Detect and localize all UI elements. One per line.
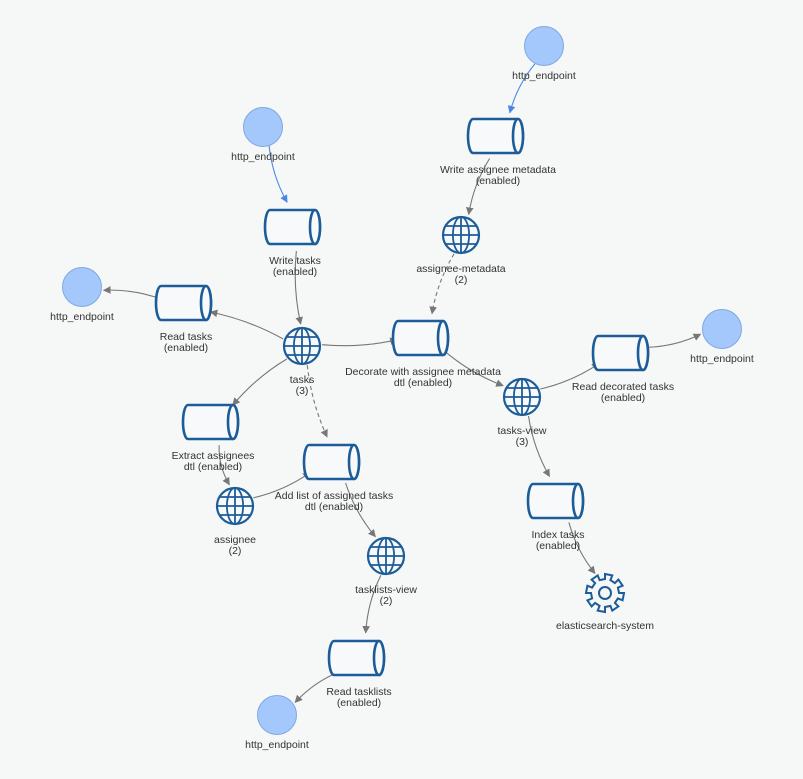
edge-extract_assignees-to-assignee bbox=[218, 445, 230, 486]
node-status: (enabled) bbox=[476, 175, 520, 187]
edge-write_tasks-to-tasks bbox=[294, 250, 303, 325]
stream-globe-icon bbox=[215, 486, 255, 526]
node-count: (2) bbox=[455, 274, 468, 286]
stream-globe-icon bbox=[282, 326, 322, 366]
node-label: http_endpoint bbox=[690, 353, 754, 365]
topic-cylinder-icon bbox=[302, 443, 361, 481]
edge-read_decorated-to-ep_read_decorated bbox=[646, 333, 702, 348]
node-tasks[interactable]: tasks(3) bbox=[282, 326, 322, 397]
node-label: assignee bbox=[214, 534, 256, 546]
edge-decorate-to-tasks_view bbox=[443, 349, 504, 387]
stream-globe-icon bbox=[502, 377, 542, 417]
endpoint-circle-icon bbox=[702, 309, 742, 349]
node-label: http_endpoint bbox=[512, 70, 576, 82]
edge-read_tasks-to-ep_read_tasks bbox=[102, 286, 163, 300]
node-label: Write assignee metadata bbox=[440, 164, 556, 176]
node-label: Read decorated tasks bbox=[572, 381, 674, 393]
edge-layer bbox=[102, 63, 702, 703]
node-label: Read tasks bbox=[160, 331, 213, 343]
edge-tasks-to-read_tasks bbox=[209, 309, 284, 340]
node-read_tasklists[interactable]: Read tasklists(enabled) bbox=[326, 639, 392, 709]
node-label: Add list of assigned tasks bbox=[275, 490, 393, 502]
topic-cylinder-icon bbox=[591, 334, 650, 372]
node-status: (enabled) bbox=[536, 540, 580, 552]
edge-tasks_view-to-index_tasks bbox=[527, 415, 550, 478]
node-label: http_endpoint bbox=[245, 739, 309, 751]
node-label: Decorate with assignee metadata bbox=[345, 366, 501, 378]
edge-ep_top_right_upper-to-write_assignee_metadata bbox=[507, 63, 536, 114]
node-label: assignee-metadata bbox=[416, 263, 505, 275]
node-ep_read_tasklists[interactable]: http_endpoint bbox=[245, 695, 309, 752]
node-ep_read_tasks[interactable]: http_endpoint bbox=[50, 267, 114, 324]
edge-ep_write_tasks-to-write_tasks bbox=[268, 145, 288, 203]
node-count: (3) bbox=[296, 385, 309, 397]
node-label: tasks bbox=[290, 374, 315, 386]
node-count: (3) bbox=[516, 436, 529, 448]
node-count: (2) bbox=[229, 545, 242, 557]
stream-globe-icon bbox=[441, 215, 481, 255]
node-label: Extract assignees bbox=[172, 450, 255, 462]
node-status: (enabled) bbox=[273, 266, 317, 278]
edge-tasks-to-add_list bbox=[306, 365, 328, 438]
node-status: dtl (enabled) bbox=[184, 461, 242, 473]
topic-cylinder-icon bbox=[263, 208, 322, 246]
topic-cylinder-icon bbox=[526, 482, 585, 520]
node-ep_top_right_upper[interactable]: http_endpoint bbox=[512, 26, 576, 83]
node-index_tasks[interactable]: Index tasks(enabled) bbox=[526, 482, 585, 552]
node-tasks_view[interactable]: tasks-view(3) bbox=[497, 377, 547, 448]
edge-tasklists_view-to-read_tasklists bbox=[362, 575, 382, 634]
node-status: (enabled) bbox=[164, 342, 208, 354]
node-write_assignee_metadata[interactable]: Write assignee metadata(enabled) bbox=[440, 117, 556, 187]
edge-index_tasks-to-elasticsearch_system bbox=[568, 522, 596, 574]
endpoint-circle-icon bbox=[62, 267, 102, 307]
node-ep_read_decorated[interactable]: http_endpoint bbox=[690, 309, 754, 366]
node-label: Write tasks bbox=[269, 255, 321, 267]
node-label: tasks-view bbox=[497, 425, 546, 437]
node-status: dtl (enabled) bbox=[305, 501, 363, 513]
edge-tasks-to-decorate bbox=[321, 337, 398, 347]
node-read_decorated[interactable]: Read decorated tasks(enabled) bbox=[572, 334, 674, 404]
node-assignee[interactable]: assignee(2) bbox=[214, 486, 256, 557]
stream-globe-icon bbox=[366, 536, 406, 576]
node-ep_write_tasks[interactable]: http_endpoint bbox=[231, 107, 295, 164]
endpoint-circle-icon bbox=[257, 695, 297, 735]
node-status: (enabled) bbox=[601, 392, 645, 404]
topic-cylinder-icon bbox=[181, 403, 240, 441]
topic-cylinder-icon bbox=[391, 319, 450, 357]
endpoint-circle-icon bbox=[524, 26, 564, 66]
node-assignee_metadata[interactable]: assignee-metadata(2) bbox=[416, 215, 506, 286]
node-label: http_endpoint bbox=[50, 311, 114, 323]
endpoint-circle-icon bbox=[243, 107, 283, 147]
edge-add_list-to-tasklists_view bbox=[345, 482, 376, 538]
node-elasticsearch_system[interactable]: elasticsearch-system bbox=[556, 572, 654, 632]
edge-tasks-to-extract_assignees bbox=[232, 358, 288, 406]
node-label: elasticsearch-system bbox=[556, 620, 654, 632]
node-status: (enabled) bbox=[337, 697, 381, 709]
node-label: http_endpoint bbox=[231, 151, 295, 163]
node-label: Index tasks bbox=[531, 529, 584, 541]
node-read_tasks[interactable]: Read tasks(enabled) bbox=[154, 284, 213, 354]
topic-cylinder-icon bbox=[154, 284, 213, 322]
node-write_tasks[interactable]: Write tasks(enabled) bbox=[263, 208, 322, 278]
edge-write_assignee_metadata-to-assignee_metadata bbox=[465, 158, 491, 216]
topic-cylinder-icon bbox=[466, 117, 525, 155]
node-status: dtl (enabled) bbox=[394, 377, 452, 389]
node-label: tasklists-view bbox=[355, 584, 417, 596]
node-count: (2) bbox=[380, 595, 393, 607]
node-label: Read tasklists bbox=[326, 686, 391, 698]
gear-icon bbox=[584, 572, 626, 614]
edge-assignee_metadata-to-decorate bbox=[429, 253, 455, 315]
node-tasklists_view[interactable]: tasklists-view(2) bbox=[355, 536, 417, 607]
topic-cylinder-icon bbox=[327, 639, 386, 677]
